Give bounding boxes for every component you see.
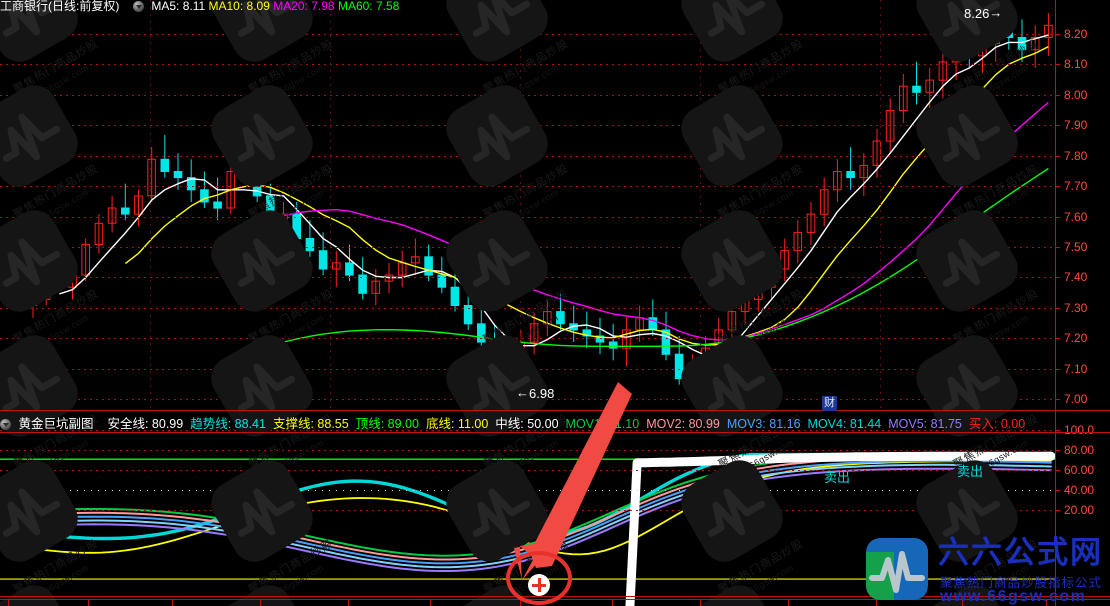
axis-label: 7.40	[1064, 270, 1088, 285]
axis-label: 7.90	[1064, 118, 1088, 133]
price-gridline	[0, 95, 1055, 96]
site-brand: 六六公式网	[938, 535, 1103, 570]
axis-label: 7.30	[1064, 300, 1088, 315]
time-tick	[8, 600, 9, 606]
site-logo-watermark: 六六公式网 聚焦热门商品炒股指标公式 www.66gsw.com	[866, 536, 1110, 606]
high-price-annotation: 8.26→	[964, 5, 1003, 21]
indicator-item-0: 安全线: 80.99	[107, 417, 184, 431]
axis-label: 7.20	[1064, 331, 1088, 346]
indicator-bulb-icon[interactable]	[0, 419, 11, 430]
axis-label: 20.00	[1064, 503, 1095, 517]
time-tick	[1046, 600, 1047, 606]
price-vgridline	[880, 0, 881, 410]
site-url: www.66gsw.com	[940, 588, 1087, 605]
price-gridline	[0, 217, 1055, 218]
price-vgridline	[520, 0, 521, 410]
axis-label: 7.50	[1064, 239, 1088, 254]
axis-label: 8.10	[1064, 57, 1088, 72]
price-gridline	[0, 34, 1055, 35]
axis-label: 80.00	[1064, 443, 1095, 457]
indicator-item-10: MOV5: 81.75	[888, 417, 962, 431]
indicator-item-3: 顶线: 89.00	[355, 417, 419, 431]
axis-label: 8.20	[1064, 27, 1088, 41]
axis-label: 100.0	[1064, 423, 1095, 437]
indicator-item-9: MOV4: 81.44	[807, 417, 882, 431]
axis-label: 7.70	[1064, 179, 1088, 194]
chart-title: 工商银行(日线:前复权)	[0, 0, 120, 13]
price-gridline	[0, 247, 1055, 248]
price-axis-line	[1055, 0, 1056, 410]
time-tick	[348, 600, 349, 606]
price-plot-area[interactable]	[0, 0, 1055, 410]
ma-item-2: MA20: 7.98	[269, 0, 335, 13]
price-chart-panel: 8.20 8.10 8.00 7.90 7.80 7.70 7.60 7.50 7.40 7.30…	[0, 0, 1110, 410]
price-gridline	[0, 338, 1055, 339]
time-tick	[612, 600, 613, 606]
indicator-name: 黄金巨坑副图	[18, 417, 94, 431]
ma-item-0: MA5: 8.11	[151, 0, 206, 13]
axis-label: 7.60	[1064, 209, 1088, 224]
price-gridline	[0, 277, 1055, 278]
time-tick	[430, 600, 431, 606]
axis-label: 7.00	[1064, 392, 1088, 406]
time-tick	[700, 600, 701, 606]
site-logo-mark-icon	[866, 538, 928, 600]
price-vgridline	[330, 0, 331, 410]
cai-badge: 财	[822, 396, 837, 411]
ma-value-list: MA5: 8.11 MA10: 8.09 MA20: 7.98 MA60: 7.…	[151, 0, 399, 13]
axis-label: 7.80	[1064, 148, 1088, 163]
price-vgridline	[700, 0, 701, 410]
price-header: 工商银行(日线:前复权) MA5: 8.11 MA10: 8.09 MA20: …	[0, 0, 399, 13]
indicator-item-2: 支撑线: 88.55	[272, 417, 349, 431]
axis-label: 7.10	[1064, 361, 1088, 376]
price-gridline	[0, 156, 1055, 157]
sell-label-1: 卖出	[824, 470, 851, 485]
indicator-item-11: 买入: 0.00	[968, 417, 1026, 431]
time-tick	[788, 600, 789, 606]
time-tick	[260, 600, 261, 606]
time-tick	[88, 600, 89, 606]
ma-item-3: MA60: 7.58	[334, 0, 400, 13]
axis-label: 40.00	[1064, 483, 1095, 497]
price-gridline	[0, 308, 1055, 309]
indicator-axis-line	[1055, 411, 1056, 606]
indicator-item-1: 趋势线: 88.41	[190, 417, 266, 431]
price-gridline	[0, 125, 1055, 126]
indicator-item-8: MOV3: 81.16	[726, 417, 801, 431]
indicator-item-4: 底线: 11.00	[425, 417, 489, 431]
sell-label-2: 卖出	[957, 464, 984, 479]
status-bulb-icon[interactable]	[133, 1, 145, 12]
ma-item-1: MA10: 8.09	[205, 0, 270, 13]
price-gridline	[0, 186, 1055, 187]
price-vgridline	[150, 0, 151, 410]
price-gridline	[0, 64, 1055, 65]
indicator-y-axis: 100.0 80.00 60.00 40.00 20.00	[1055, 411, 1110, 606]
indicator-item-7: MOV2: 80.99	[646, 417, 720, 431]
price-y-axis: 8.20 8.10 8.00 7.90 7.80 7.70 7.60 7.50 7.40 7.30…	[1055, 0, 1110, 410]
time-tick	[876, 600, 877, 606]
axis-label: 8.00	[1064, 87, 1088, 102]
time-tick	[172, 600, 173, 606]
price-gridline	[0, 369, 1055, 370]
price-candlestick-svg	[2, 7, 1053, 397]
axis-label: 60.00	[1064, 463, 1095, 477]
indicator-gridline	[0, 450, 1055, 451]
add-marker-icon[interactable]	[528, 574, 550, 596]
